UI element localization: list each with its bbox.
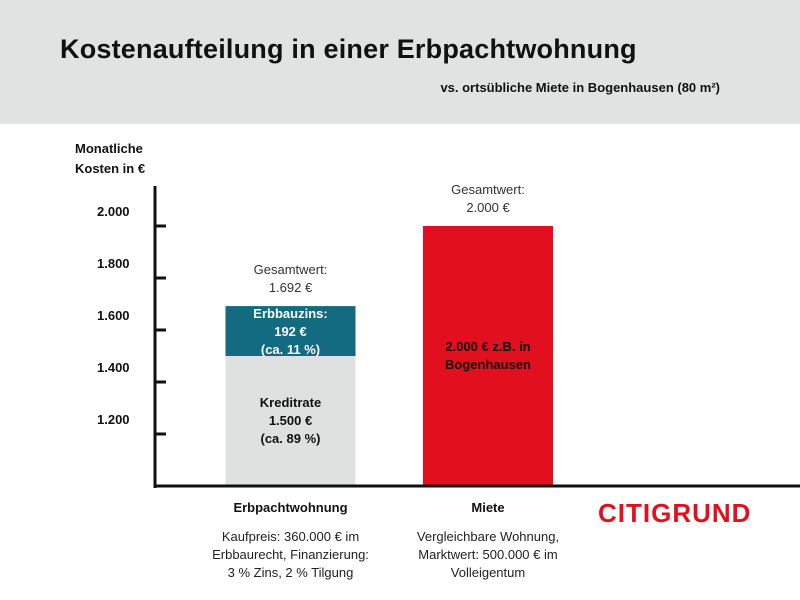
header-band: Kostenaufteilung in einer Erbpachtwohnun… (0, 0, 800, 124)
y-tick-label: 1.200 (97, 412, 130, 427)
category-description-line: Erbbaurecht, Finanzierung: (212, 547, 369, 562)
citigrund-logo: CITIGRUND (598, 498, 752, 528)
bar-segment-label: 2.000 € z.B. in Bogenhausen (423, 338, 553, 374)
bar-total-label-line: 2.000 € (466, 200, 510, 215)
page-subtitle: vs. ortsübliche Miete in Bogenhausen (80… (440, 80, 720, 95)
bar-total-label: Gesamtwert: 1.692 € (201, 261, 381, 297)
category-description-line: Marktwert: 500.000 € im (418, 547, 558, 562)
y-tick-label: 1.600 (97, 308, 130, 323)
bar-segment-label-line: 1.500 € (268, 413, 313, 429)
category-description-line: Kaufpreis: 360.000 € im (221, 529, 360, 544)
bar-segment-label-line: Kreditrate (259, 395, 322, 411)
page-title: Kostenaufteilung in einer Erbpachtwohnun… (60, 34, 637, 64)
bar-segment-0-1 (225, 306, 356, 356)
bar-total-label-line: Gesamtwert: (253, 262, 328, 278)
y-axis-label-line: Monatliche (75, 141, 143, 156)
y-tick-label: 1.400 (97, 360, 130, 375)
category-description: Vergleichbare Wohnung, Marktwert: 500.000… (378, 528, 598, 582)
category-description: Kaufpreis: 360.000 € im Erbbaurecht, Fina… (181, 528, 401, 582)
bar-total-label: Gesamtwert: 2.000 € (398, 181, 578, 217)
category-description-line: Vergleichbare Wohnung, (416, 529, 560, 544)
category-description-line: 3 % Zins, 2 % Tilgung (227, 565, 354, 580)
bar-segment-label-line: (ca. 89 %) (260, 431, 321, 447)
x-category-label: Erbpachtwohnung (233, 500, 348, 515)
y-tick-label: 2.000 (97, 204, 130, 219)
bar-segment-0-0 (225, 356, 356, 485)
bar-total-label-line: Gesamtwert: (451, 182, 525, 197)
bar-segment-label: Kreditrate 1.500 € (ca. 89 %) (226, 394, 356, 448)
x-category-label: Miete (471, 500, 505, 515)
bar-segment-label: Erbbauzins: 192 € (ca. 11 %) (226, 305, 356, 359)
bar-total-label-line: 1.692 € (268, 280, 313, 296)
y-axis-label: Monatliche Kosten in € (75, 139, 145, 179)
bar-segment-label-line: Erbbauzins: (253, 306, 328, 322)
bar-segment-label-line: 192 € (274, 324, 307, 340)
y-axis-label-line: Kosten in € (75, 161, 146, 176)
bar-segment-label-line: (ca. 11 %) (260, 342, 321, 358)
category-description-line: Volleigentum (450, 565, 526, 580)
bar-segment-1-0 (423, 226, 553, 485)
bar-segment-label-line: Bogenhausen (445, 357, 531, 373)
y-tick-label: 1.800 (97, 256, 130, 271)
bar-segment-label-line: 2.000 € z.B. in (445, 339, 531, 355)
